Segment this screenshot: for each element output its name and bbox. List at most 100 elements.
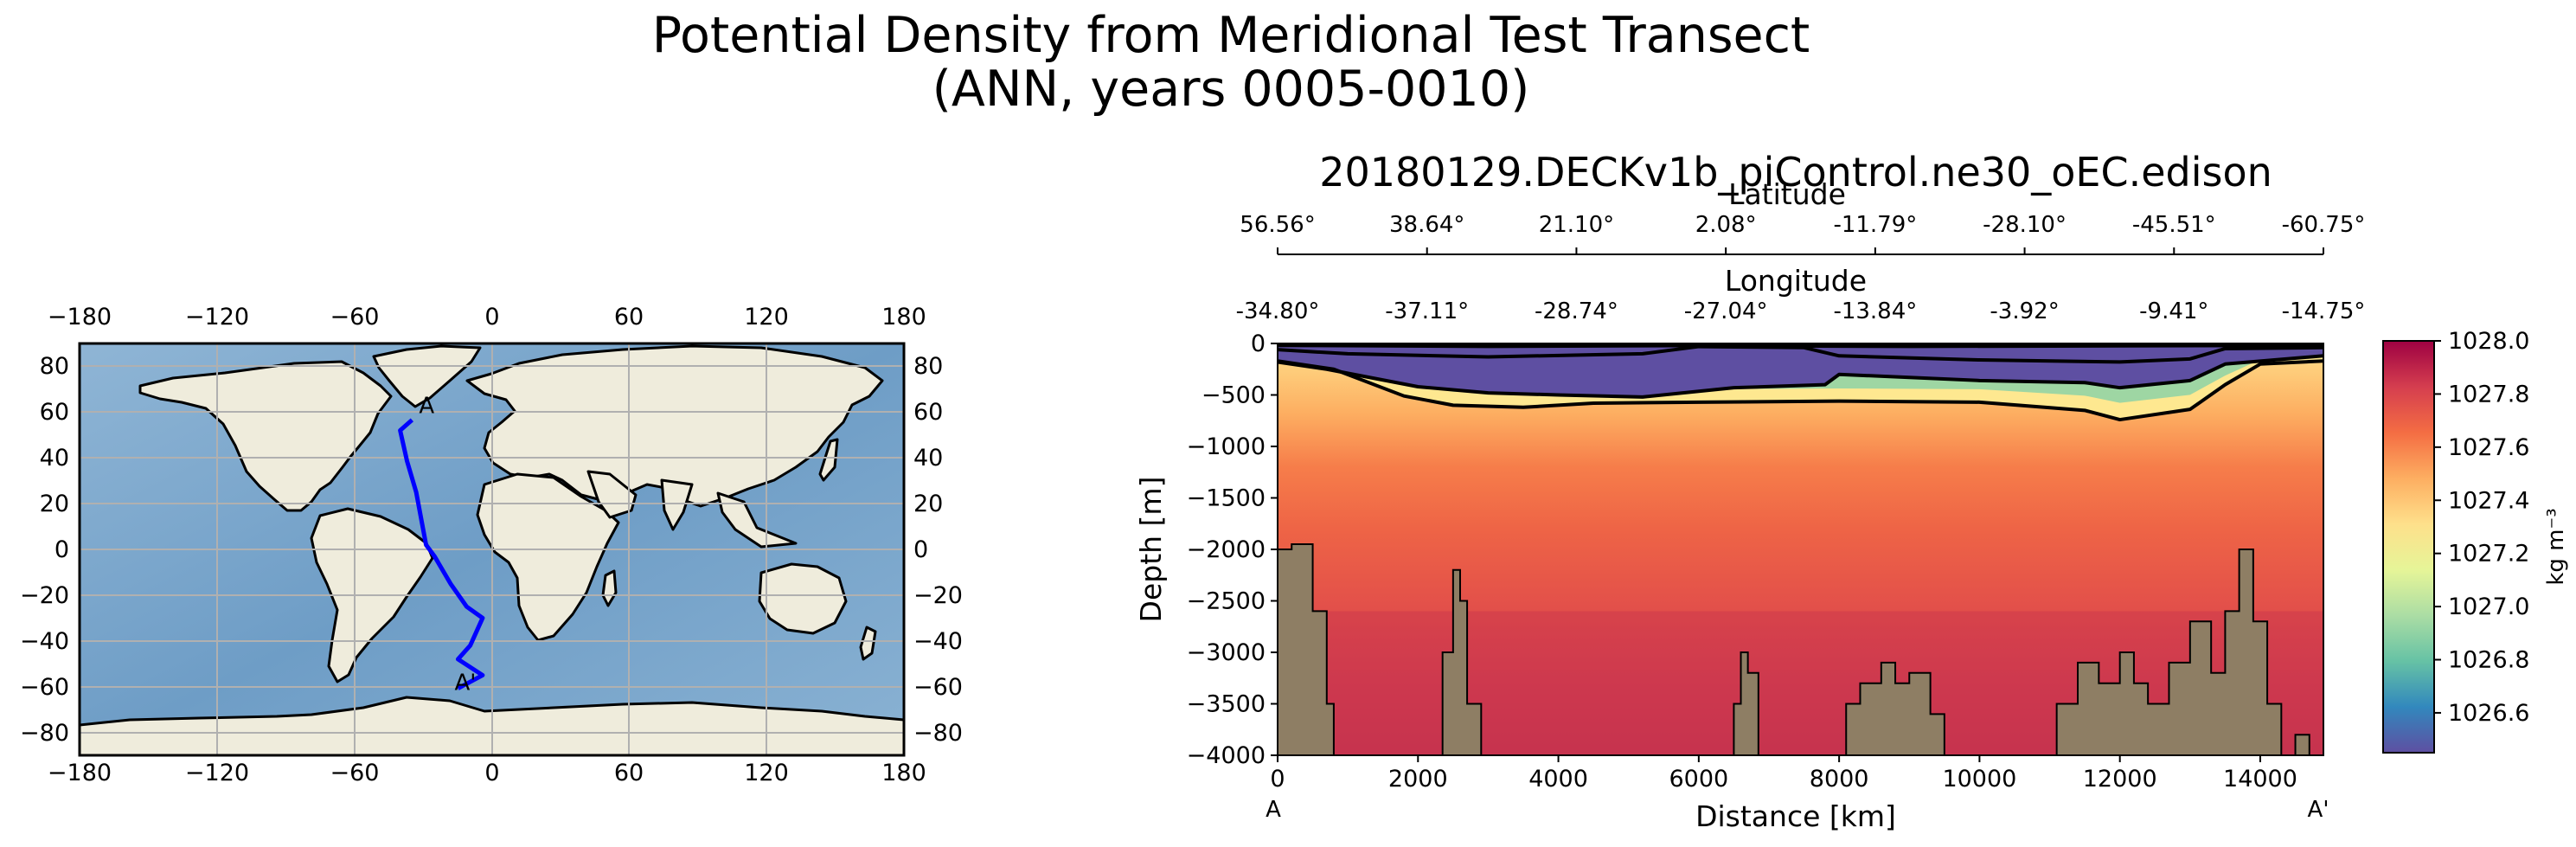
map-ytick-right: −20 <box>913 582 963 609</box>
land-north-america <box>138 360 393 512</box>
section-x-ticks: 0 2000 4000 6000 8000 10000 12000 14000 <box>1270 755 2297 792</box>
map-ytick-right: −40 <box>913 628 963 655</box>
transect-end-label: A' <box>454 671 476 696</box>
secondary-tick-label: -13.84° <box>1833 298 1917 324</box>
section-ytick-label: −4000 <box>1187 742 1266 769</box>
density-contour-1027.3 <box>1278 354 2323 399</box>
map-y-ticks-left: 80 60 40 20 0 −20 −40 −60 −80 <box>20 353 69 747</box>
section-panel: 20180129.DECKv1b_piControl.ne30_oEC.edis… <box>1134 149 2365 833</box>
map-x-ticks-top: −180 −120 −60 0 60 120 180 <box>48 304 926 330</box>
map-xtick-bottom: 180 <box>881 760 926 786</box>
section-ytick-label: −2000 <box>1187 536 1266 563</box>
map-xtick-bottom: 60 <box>614 760 644 786</box>
secondary-tick-label: -28.74° <box>1535 298 1618 324</box>
secondary-tick-label: 56.56° <box>1240 212 1315 238</box>
colorbar-tick-label: 1027.4 <box>2448 487 2529 514</box>
section-y-axis-label: Depth [m] <box>1134 477 1168 623</box>
map-xtick-top: −120 <box>185 304 249 330</box>
transect-line <box>398 418 485 690</box>
land-madagascar <box>601 569 618 607</box>
map-ytick-right: 0 <box>913 536 928 563</box>
map-ytick-right: 20 <box>913 491 943 517</box>
map-ytick-left: 40 <box>40 445 69 472</box>
secondary-tick-label: 21.10° <box>1539 212 1614 238</box>
map-ytick-left: −20 <box>20 582 69 609</box>
longitude-axis-label: Longitude <box>1725 264 1867 298</box>
section-xtick-label: 12000 <box>2083 766 2157 792</box>
section-xtick-label: 8000 <box>1810 766 1869 792</box>
map-xtick-bottom: −180 <box>48 760 112 786</box>
map-xtick-top: 180 <box>881 304 926 330</box>
section-xtick-label: 4000 <box>1528 766 1588 792</box>
figure-suptitle-line1: Potential Density from Meridional Test T… <box>652 7 1810 64</box>
density-contours <box>1278 343 2323 422</box>
map-x-ticks-bottom: −180 −120 −60 0 60 120 180 <box>48 760 926 786</box>
density-contour-1027.5 <box>1278 359 2323 422</box>
map-ytick-right: 40 <box>913 445 943 472</box>
land-greenland <box>372 344 482 408</box>
figure-suptitle-line2: (ANN, years 0005-0010) <box>932 61 1530 118</box>
secondary-tick-label: 38.64° <box>1389 212 1464 238</box>
map-xtick-top: −60 <box>330 304 380 330</box>
land-europe-asia <box>465 344 884 508</box>
longitude-axis-ticks: -34.80° -37.11° -28.74° -27.04° -13.84° -3.92… <box>1236 298 2365 350</box>
land-southeast-asia <box>716 491 798 549</box>
colorbar-label: kg m⁻³ <box>2543 508 2569 585</box>
map-ytick-right: 60 <box>913 399 943 426</box>
colorbar-ticks: 1028.0 1027.8 1027.6 1027.4 1027.2 1027.0 1026… <box>2434 328 2529 727</box>
density-contour-surface <box>1278 343 2323 349</box>
colorbar-tick-label: 1027.6 <box>2448 434 2529 461</box>
map-ytick-right: −80 <box>913 720 963 747</box>
map-ytick-left: 0 <box>54 536 69 563</box>
transect-start-label: A <box>419 393 434 419</box>
section-ytick-label: −3500 <box>1187 691 1266 718</box>
map-ytick-right: 80 <box>913 353 943 380</box>
section-ytick-label: −1000 <box>1187 433 1266 460</box>
section-ytick-label: −2500 <box>1187 588 1266 615</box>
colorbar-tick-label: 1026.8 <box>2448 647 2529 674</box>
bathymetry <box>1278 543 2310 755</box>
secondary-tick-label: 2.08° <box>1695 212 1757 238</box>
section-xtick-label: 2000 <box>1388 766 1448 792</box>
section-y-ticks: 0 −500 −1000 −1500 −2000 −2500 −3000 −3500 −4000 <box>1187 330 1278 769</box>
map-panel: A A' −180 −120 −60 0 60 120 180 −180 −12… <box>20 304 963 786</box>
land-new-zealand <box>859 626 877 661</box>
section-xtick-label: 14000 <box>2223 766 2297 792</box>
map-ytick-left: 20 <box>40 491 69 517</box>
map-xtick-top: 60 <box>614 304 644 330</box>
section-ytick-label: −1500 <box>1187 485 1266 512</box>
map-frame <box>78 342 906 757</box>
latitude-axis-ticks: 56.56° 38.64° 21.10° 2.08° -11.79° -28.10° -45… <box>1240 212 2365 254</box>
secondary-tick-label: -28.10° <box>1983 212 2067 238</box>
land-africa <box>476 472 620 642</box>
section-xtick-label: 10000 <box>1942 766 2016 792</box>
section-xtick-label: 0 <box>1270 766 1285 792</box>
section-end-label: A' <box>2308 797 2329 823</box>
map-xtick-bottom: −60 <box>330 760 380 786</box>
map-xtick-bottom: 0 <box>484 760 499 786</box>
colorbar-gradient <box>2382 340 2435 754</box>
section-title: 20180129.DECKv1b_piControl.ne30_oEC.edis… <box>1319 149 2272 196</box>
secondary-tick-label: -34.80° <box>1236 298 1320 324</box>
secondary-tick-label: -60.75° <box>2282 212 2366 238</box>
latitude-axis-label: Latitude <box>1728 177 1846 211</box>
section-x-axis-label: Distance [km] <box>1695 799 1896 833</box>
secondary-tick-label: -11.79° <box>1833 212 1917 238</box>
map-y-ticks-right: 80 60 40 20 0 −20 −40 −60 −80 <box>913 353 963 747</box>
section-ytick-label: −3000 <box>1187 639 1266 666</box>
colorbar-tick-label: 1026.6 <box>2448 700 2529 727</box>
colorbar: 1028.0 1027.8 1027.6 1027.4 1027.2 1027.0 1026… <box>2382 328 2569 754</box>
density-contour-1027.0 <box>1278 344 2323 364</box>
map-ytick-left: −60 <box>20 674 69 701</box>
section-ytick-label: −500 <box>1201 382 1266 409</box>
land-india <box>660 478 694 531</box>
map-xtick-top: 0 <box>484 304 499 330</box>
secondary-tick-label: -3.92° <box>1990 298 2059 324</box>
secondary-tick-label: -27.04° <box>1684 298 1768 324</box>
secondary-tick-label: -45.51° <box>2132 212 2216 238</box>
map-xtick-top: 120 <box>744 304 789 330</box>
colorbar-tick-label: 1028.0 <box>2448 328 2529 355</box>
land-arabia <box>586 470 638 519</box>
section-ytick-label: 0 <box>1251 330 1266 357</box>
